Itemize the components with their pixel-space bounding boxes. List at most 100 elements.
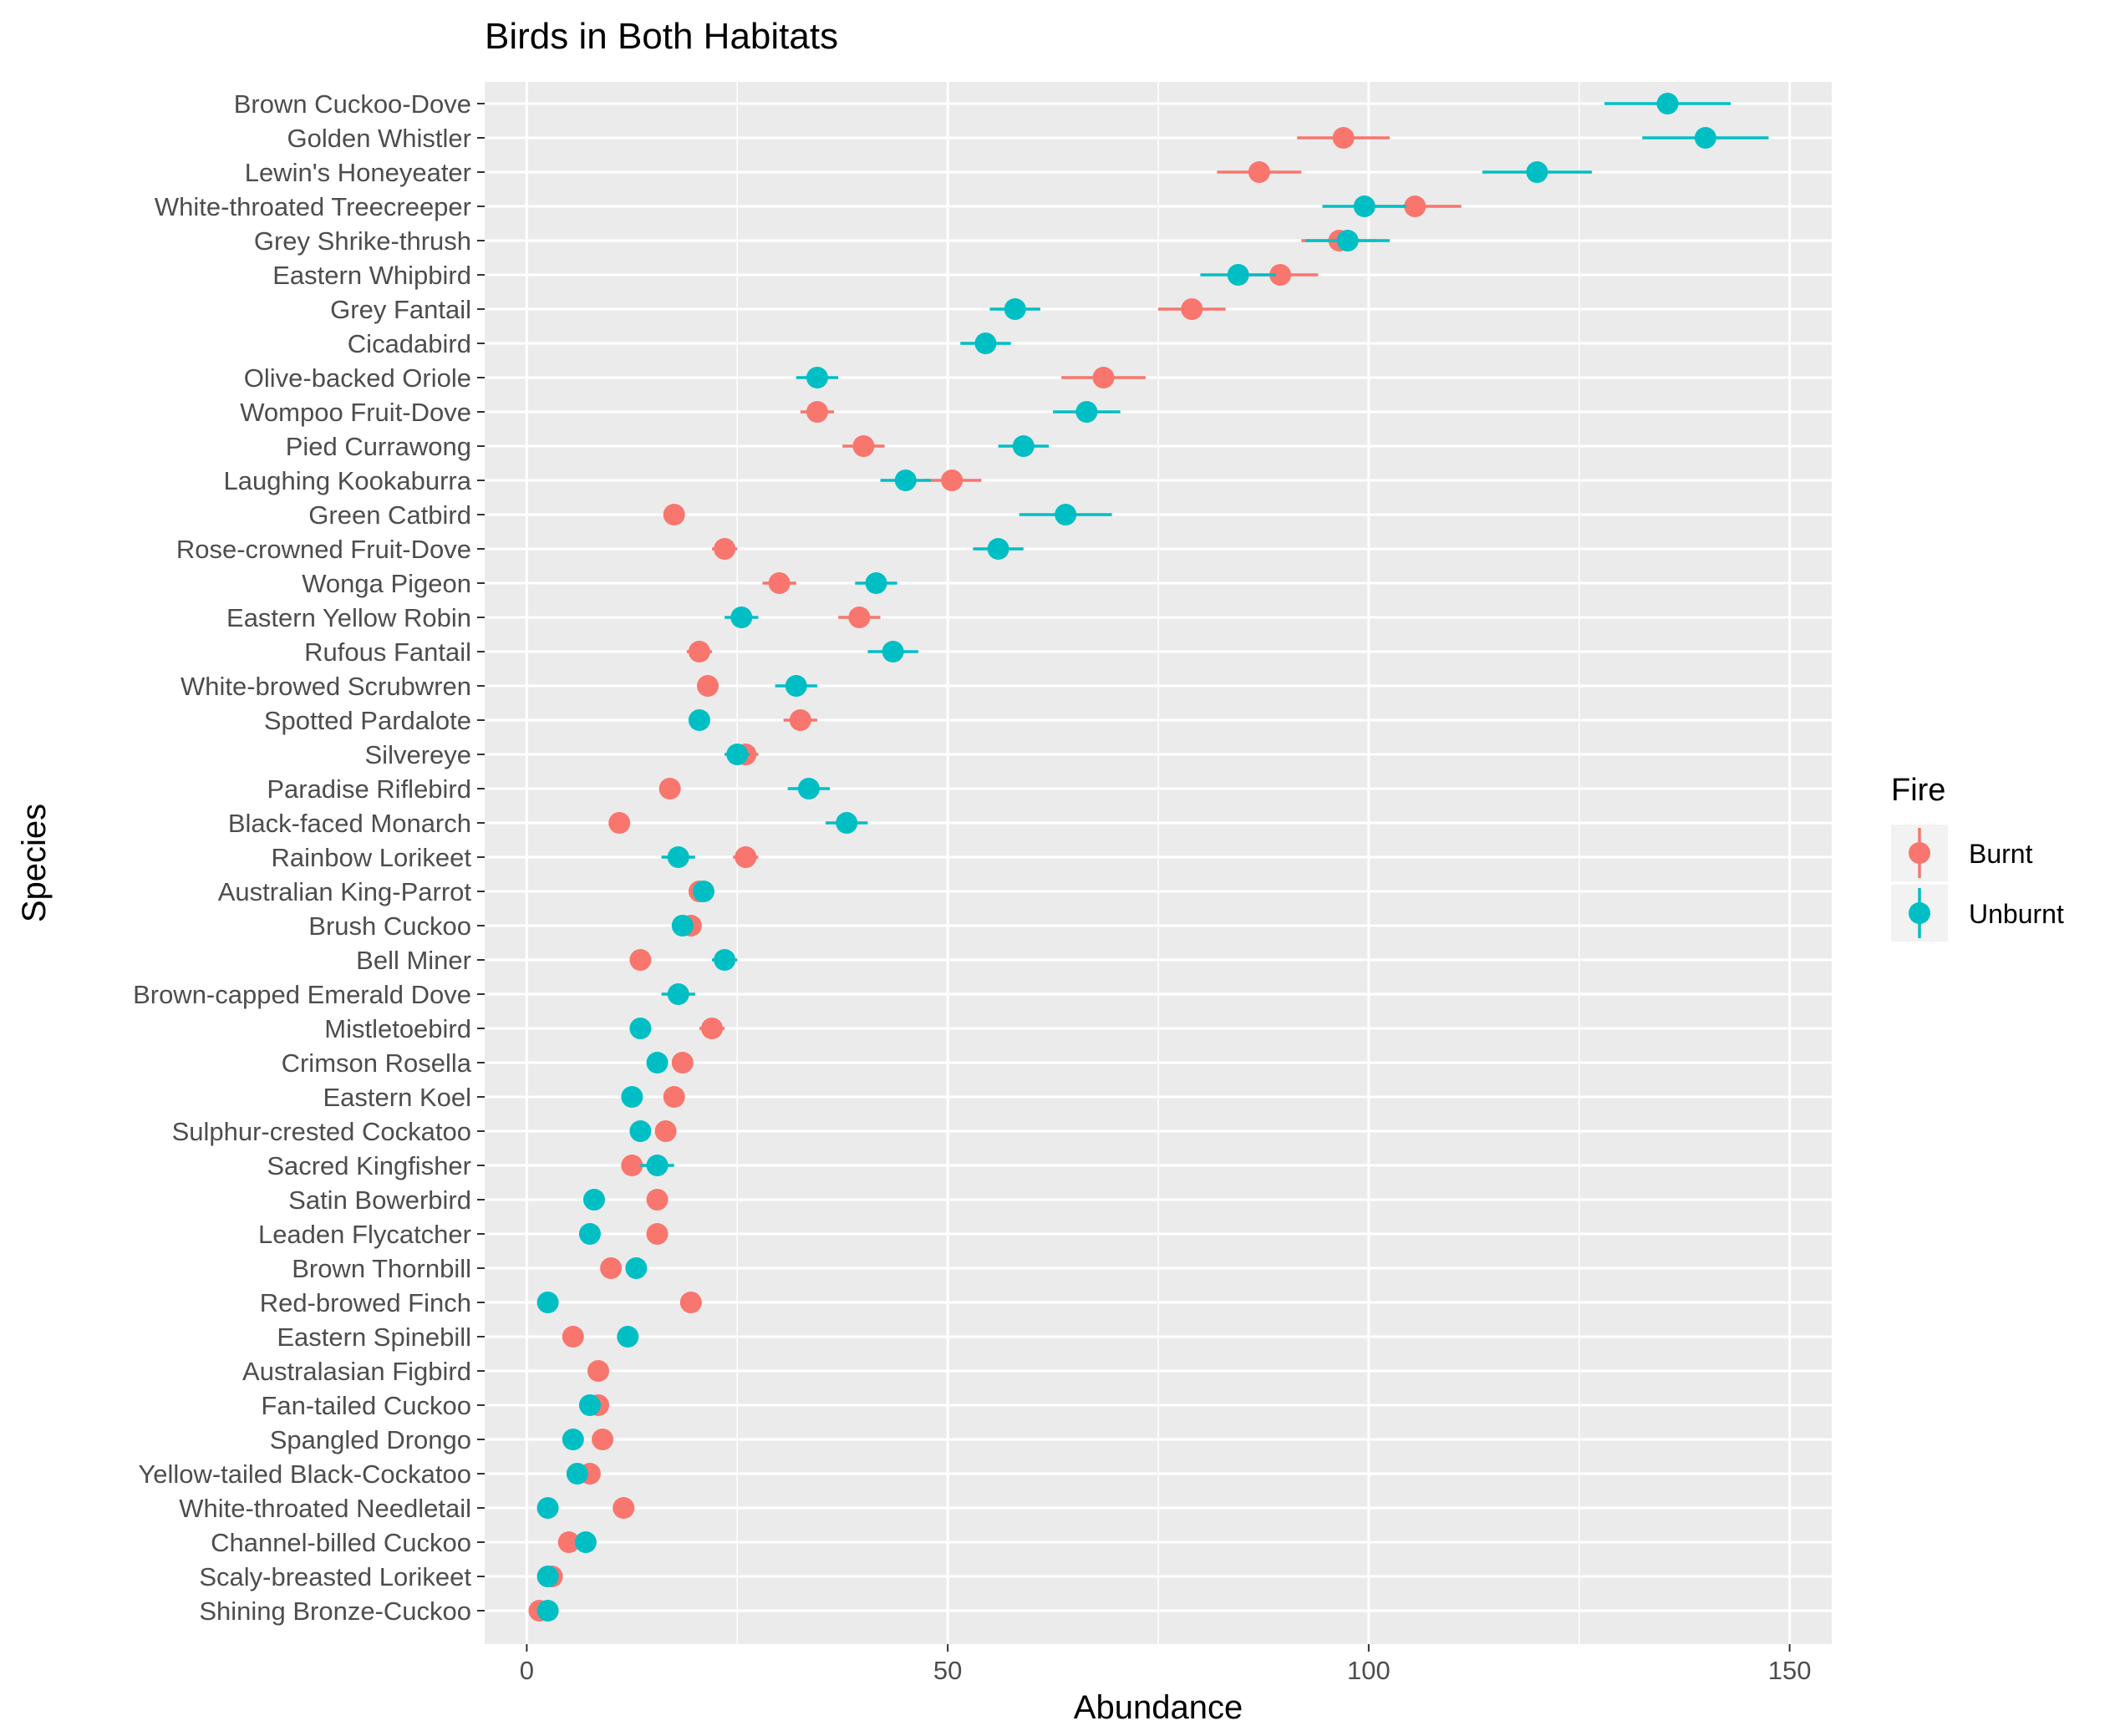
y-tick-label: Eastern Yellow Robin (226, 603, 471, 632)
y-tick-label: Brown-capped Emerald Dove (133, 980, 471, 1009)
y-tick-label: Brown Thornbill (292, 1254, 471, 1283)
legend-label: Unburnt (1969, 899, 2064, 929)
point-unburnt (536, 1600, 559, 1622)
y-tick-label: Eastern Whipbird (272, 261, 471, 290)
legend-title: Fire (1891, 773, 1945, 808)
point-unburnt (629, 1120, 652, 1142)
y-tick-label: Australasian Figbird (242, 1357, 471, 1386)
point-burnt (1269, 264, 1292, 286)
y-tick-label: Green Catbird (308, 500, 471, 530)
point-unburnt (1694, 127, 1716, 149)
point-unburnt (617, 1326, 639, 1348)
point-burnt (768, 572, 791, 594)
x-axis-label: Abundance (1074, 1689, 1243, 1726)
y-tick-label: Leaden Flycatcher (258, 1220, 471, 1249)
point-unburnt (1656, 93, 1679, 114)
point-unburnt (1227, 264, 1249, 286)
chart-title: Birds in Both Habitats (485, 16, 838, 57)
point-burnt (663, 504, 685, 525)
point-burnt (629, 949, 652, 971)
point-unburnt (730, 607, 753, 628)
point-unburnt (646, 1155, 669, 1176)
point-unburnt (714, 949, 736, 971)
point-burnt (696, 675, 719, 697)
legend-label: Burnt (1969, 839, 2033, 869)
y-tick-label: Spangled Drongo (270, 1425, 471, 1454)
point-unburnt (1055, 504, 1077, 525)
y-tick-label: Lewin's Honeyeater (245, 158, 471, 187)
point-unburnt (667, 983, 689, 1005)
point-unburnt (692, 881, 714, 902)
y-tick-label: Rufous Fantail (304, 637, 471, 667)
point-burnt (600, 1257, 623, 1279)
point-unburnt (562, 1429, 584, 1450)
grid-lines (485, 82, 1832, 1644)
y-tick-label: Yellow-tailed Black-Cockatoo (138, 1459, 471, 1489)
point-unburnt (987, 538, 1009, 560)
point-burnt (671, 1052, 694, 1074)
y-tick-label: Crimson Rosella (282, 1048, 472, 1078)
y-tick-label: Grey Shrike-thrush (254, 226, 471, 256)
point-burnt (646, 1189, 669, 1211)
point-unburnt (671, 915, 694, 937)
point-unburnt (1336, 230, 1359, 251)
y-tick-label: Scaly-breasted Lorikeet (199, 1562, 471, 1591)
y-tick-label: Grey Fantail (330, 295, 471, 324)
point-burnt (587, 1360, 610, 1382)
point-unburnt (578, 1223, 601, 1245)
point-burnt (941, 470, 963, 491)
point-unburnt (785, 675, 807, 697)
point-unburnt (566, 1463, 588, 1485)
y-tick-label: Eastern Spinebill (277, 1322, 471, 1352)
point-burnt (557, 1531, 580, 1553)
point-burnt (592, 1429, 614, 1450)
point-unburnt (536, 1566, 559, 1587)
point-unburnt (1012, 435, 1035, 457)
point-burnt (613, 1497, 635, 1519)
x-tick-label: 50 (933, 1656, 962, 1685)
point-burnt (646, 1223, 669, 1245)
legend-key-unburnt (1909, 902, 1930, 924)
x-tick-label: 100 (1347, 1656, 1391, 1685)
point-burnt (663, 1086, 685, 1108)
point-unburnt (536, 1292, 559, 1313)
y-tick-label: White-throated Needletail (179, 1494, 471, 1523)
point-burnt (701, 1018, 724, 1039)
point-burnt (1248, 161, 1270, 183)
y-tick-label: Channel-billed Cuckoo (211, 1528, 471, 1557)
point-unburnt (806, 367, 828, 388)
point-unburnt (574, 1531, 597, 1553)
y-axis-ticks: Brown Cuckoo-Dove Golden Whistler Lewin's … (133, 89, 485, 1626)
y-tick-label: Brown Cuckoo-Dove (234, 89, 471, 119)
y-tick-label: White-browed Scrubwren (180, 672, 471, 701)
y-tick-label: Laughing Kookaburra (224, 466, 472, 495)
y-tick-label: Bell Miner (356, 946, 471, 975)
point-burnt (735, 846, 757, 868)
point-unburnt (1075, 401, 1098, 423)
point-unburnt (1004, 298, 1026, 320)
point-unburnt (667, 846, 689, 868)
y-axis-label: Species (16, 804, 53, 922)
point-unburnt (625, 1257, 648, 1279)
y-tick-label: Spotted Pardalote (264, 706, 471, 735)
legend: Fire Burnt Unburnt (1891, 773, 2064, 942)
point-burnt (658, 778, 681, 799)
point-unburnt (1353, 195, 1375, 217)
point-burnt (608, 812, 631, 834)
y-tick-label: Cicadabird (348, 329, 471, 358)
y-tick-label: Sulphur-crested Cockatoo (172, 1117, 471, 1146)
y-tick-label: Paradise Riflebird (267, 774, 471, 804)
point-unburnt (578, 1394, 601, 1416)
point-unburnt (629, 1018, 652, 1039)
y-tick-label: Shining Bronze-Cuckoo (199, 1596, 471, 1626)
y-tick-label: Sacred Kingfisher (267, 1151, 471, 1180)
y-tick-label: Satin Bowerbird (288, 1185, 471, 1215)
point-unburnt (894, 470, 917, 491)
point-unburnt (836, 812, 858, 834)
point-burnt (1092, 367, 1115, 388)
y-tick-label: Eastern Koel (323, 1083, 472, 1112)
y-tick-label: Rainbow Lorikeet (271, 843, 471, 872)
y-tick-label: Silvereye (365, 740, 472, 769)
point-unburnt (621, 1086, 643, 1108)
point-burnt (714, 538, 736, 560)
